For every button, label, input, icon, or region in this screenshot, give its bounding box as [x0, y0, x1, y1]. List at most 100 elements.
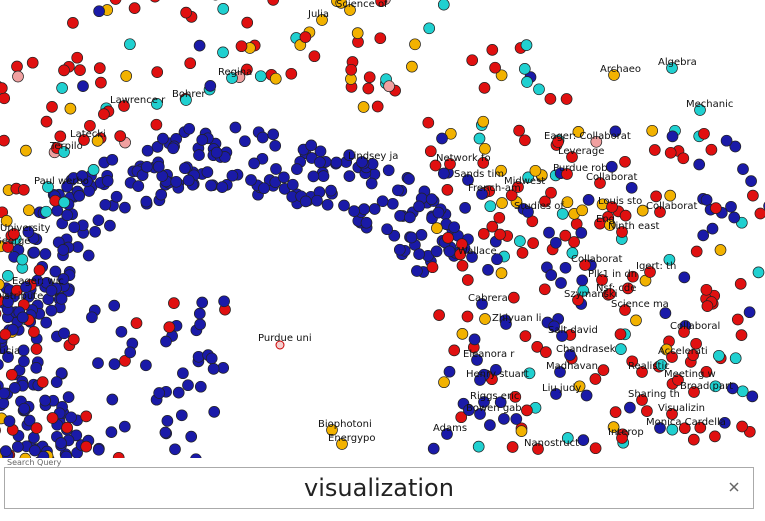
node[interactable] [382, 164, 395, 177]
node[interactable] [105, 426, 118, 438]
node[interactable] [45, 304, 58, 317]
node[interactable] [509, 391, 522, 403]
node[interactable] [589, 373, 602, 385]
network-graph[interactable]: Eng Louis sto Ninth east Collaborat Collabor… [0, 0, 765, 458]
node[interactable] [351, 27, 364, 39]
node[interactable] [627, 270, 639, 283]
node[interactable] [22, 226, 35, 238]
node[interactable] [18, 355, 30, 368]
node[interactable] [161, 415, 174, 427]
node[interactable] [336, 438, 348, 450]
node[interactable] [2, 296, 14, 308]
node[interactable] [589, 442, 602, 455]
node[interactable] [473, 132, 486, 145]
node[interactable] [448, 221, 461, 234]
node[interactable] [507, 291, 520, 304]
node[interactable] [330, 156, 343, 169]
node[interactable] [523, 367, 536, 380]
node[interactable] [655, 359, 668, 371]
node[interactable] [57, 244, 70, 256]
node[interactable] [413, 248, 425, 260]
node[interactable] [462, 174, 474, 186]
node[interactable] [258, 182, 270, 195]
node[interactable] [205, 352, 218, 365]
node[interactable] [2, 241, 14, 253]
node[interactable] [8, 228, 20, 240]
node[interactable] [474, 408, 486, 420]
node[interactable] [438, 376, 450, 389]
node[interactable] [325, 184, 337, 197]
node[interactable] [101, 175, 114, 187]
node[interactable] [140, 359, 152, 372]
node[interactable] [104, 219, 116, 232]
node[interactable] [441, 428, 453, 440]
node[interactable] [736, 385, 749, 398]
node[interactable] [459, 202, 471, 214]
node[interactable] [65, 411, 77, 424]
node[interactable] [468, 333, 481, 346]
node[interactable] [664, 146, 677, 159]
node[interactable] [519, 330, 532, 342]
node[interactable] [78, 134, 90, 146]
node[interactable] [58, 146, 70, 158]
node[interactable] [495, 164, 507, 177]
node[interactable] [317, 170, 330, 182]
node[interactable] [46, 412, 59, 424]
node[interactable] [0, 134, 10, 147]
node[interactable] [554, 366, 566, 378]
node[interactable] [17, 344, 30, 357]
node[interactable] [604, 219, 616, 231]
node[interactable] [437, 0, 450, 11]
node[interactable] [33, 264, 46, 277]
node[interactable] [561, 168, 573, 180]
hub-node[interactable] [275, 340, 285, 350]
node[interactable] [678, 326, 690, 338]
node[interactable] [153, 387, 166, 399]
node[interactable] [496, 197, 508, 209]
node[interactable] [700, 194, 713, 206]
node[interactable] [92, 443, 105, 456]
node[interactable] [30, 343, 43, 355]
node[interactable] [182, 174, 195, 187]
node[interactable] [403, 173, 415, 185]
node[interactable] [201, 166, 214, 178]
node[interactable] [185, 430, 198, 443]
node[interactable] [0, 82, 8, 94]
node[interactable] [0, 341, 2, 352]
node[interactable] [644, 266, 656, 278]
node[interactable] [11, 441, 24, 453]
node[interactable] [415, 229, 428, 241]
node[interactable] [42, 181, 54, 193]
node[interactable] [180, 6, 192, 19]
node[interactable] [726, 382, 739, 395]
node[interactable] [80, 410, 93, 423]
node[interactable] [626, 355, 639, 368]
node[interactable] [68, 221, 81, 234]
node[interactable] [106, 153, 119, 166]
node[interactable] [666, 423, 679, 436]
node[interactable] [544, 93, 557, 105]
node[interactable] [190, 453, 202, 458]
node[interactable] [270, 163, 282, 175]
node[interactable] [305, 139, 318, 152]
node[interactable] [713, 349, 725, 362]
node[interactable] [99, 198, 112, 211]
node[interactable] [74, 64, 86, 76]
node[interactable] [98, 108, 110, 120]
node[interactable] [521, 76, 533, 88]
node[interactable] [0, 92, 11, 105]
node[interactable] [362, 82, 375, 95]
node[interactable] [54, 130, 67, 143]
node[interactable] [436, 132, 448, 145]
node[interactable] [666, 351, 678, 363]
node[interactable] [444, 158, 456, 170]
node[interactable] [582, 194, 595, 206]
node[interactable] [533, 83, 545, 96]
node[interactable] [729, 352, 742, 365]
node[interactable] [672, 374, 684, 386]
node[interactable] [314, 156, 326, 169]
node[interactable] [735, 329, 748, 341]
node[interactable] [57, 273, 70, 285]
node[interactable] [687, 349, 699, 361]
node[interactable] [95, 76, 107, 89]
